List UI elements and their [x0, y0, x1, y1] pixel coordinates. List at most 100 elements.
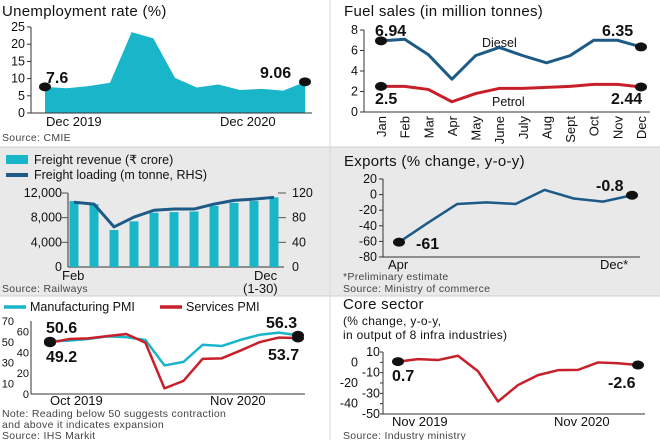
- legend-services: Services PMI: [186, 300, 260, 314]
- endpoint-marker: [375, 36, 387, 46]
- x-tick-label: May: [469, 116, 484, 141]
- y-tick-label: 10: [11, 72, 25, 86]
- y-tick-label: 0: [55, 260, 62, 274]
- chart-title: Fuel sales (in million tonnes): [344, 3, 543, 20]
- endpoint-marker: [635, 42, 647, 52]
- y-tick-label: 10: [2, 379, 14, 391]
- y-tick-label: 4: [351, 64, 358, 78]
- y-tick-label: 0: [370, 188, 377, 202]
- x-tick-label: Sept: [563, 116, 578, 143]
- annotation-end: -0.8: [596, 178, 624, 195]
- annotation-petrol-start: 2.5: [375, 91, 397, 108]
- y-tick-label: 0: [23, 389, 29, 401]
- source: Source: Ministry of commerce: [343, 283, 490, 295]
- y-tick-label: 20: [17, 368, 29, 380]
- source: Source: CMIE: [2, 132, 71, 144]
- y-tick-label: -40: [359, 219, 377, 233]
- y-tick-label: -50: [362, 407, 380, 421]
- x-label-start: Apr: [388, 257, 409, 272]
- freight-revenue-bar: [69, 201, 79, 267]
- legend-swatch-revenue: [6, 155, 28, 164]
- chart-subtitle-2: in output of 8 infra industries): [343, 328, 507, 342]
- freight-revenue-bar: [209, 205, 219, 267]
- y-tick-label: -80: [359, 250, 377, 264]
- freight-revenue-bar: [189, 211, 199, 267]
- y-right-tick-label: 120: [292, 186, 313, 200]
- y-right-tick-label: 80: [292, 211, 306, 225]
- y-tick-label: 6: [351, 44, 358, 58]
- y-tick-label: 0: [351, 355, 358, 369]
- y-tick-label: 50: [2, 337, 14, 349]
- y-tick-label: 20: [363, 172, 377, 186]
- diesel-line: [380, 37, 642, 81]
- petrol-line: [381, 82, 642, 104]
- x-label-end: Nov 2020: [210, 393, 266, 408]
- y-tick-label: 15: [11, 54, 25, 68]
- source: Source: Railways: [2, 283, 88, 295]
- annotation-diesel-end: 6.35: [602, 23, 633, 40]
- y-tick-label: 0: [351, 105, 358, 119]
- chart-title: Unemployment rate (%): [2, 3, 167, 20]
- y-tick-label: 20: [11, 37, 25, 51]
- x-tick-label: July: [516, 116, 531, 140]
- x-label-end: Dec 2020: [220, 114, 276, 129]
- area-series: [45, 32, 305, 113]
- y-tick-label: 8: [351, 23, 358, 37]
- x-tick-label: Mar: [421, 115, 436, 138]
- freight-revenue-bar: [229, 202, 239, 267]
- y-tick-label: 0: [18, 106, 25, 120]
- freight-revenue-bar: [89, 204, 99, 267]
- x-label-end: Dec: [254, 268, 278, 283]
- exports-line: [398, 188, 633, 244]
- legend-revenue: Freight revenue (₹ crore): [34, 153, 173, 167]
- annotation-mfg-start: 50.6: [46, 320, 77, 337]
- exports-chart: Exports (% change, y-o-y) Apr Dec* -61 -…: [343, 153, 640, 295]
- y-tick-label: -30: [362, 386, 380, 400]
- x-label-end: Nov 2020: [554, 414, 610, 429]
- endpoint-marker: [292, 333, 304, 343]
- endpoint-marker: [44, 338, 56, 348]
- annotation-diesel-start: 6.94: [375, 23, 406, 40]
- freight-revenue-bar: [149, 212, 159, 267]
- chart-title: Core sector: [343, 296, 424, 313]
- endpoint-marker: [39, 82, 51, 92]
- x-label-start: Nov 2019: [392, 414, 448, 429]
- endpoint-marker: [632, 360, 644, 370]
- endpoint-marker: [299, 77, 311, 87]
- y-tick-label: 10: [366, 345, 380, 359]
- y-tick-label: 40: [17, 347, 29, 359]
- endpoint-marker: [635, 82, 647, 92]
- legend-manufacturing: Manufacturing PMI: [30, 300, 135, 314]
- chart-subtitle-1: (% change, y-o-y,: [343, 314, 441, 328]
- x-label-start: Feb: [62, 268, 84, 283]
- unemployment-chart: Unemployment rate (%) Dec 2019 Dec 2020 …: [2, 3, 312, 144]
- note-line-1: Note: Reading below 50 suggests contract…: [2, 408, 226, 420]
- y-right-tick-label: 0: [292, 260, 299, 274]
- y-tick-label: 4,000: [31, 235, 62, 249]
- x-label-start: Oct 2019: [50, 393, 103, 408]
- y-tick-label: 5: [18, 89, 25, 103]
- note-line-2: and above it indicates expansion: [2, 419, 164, 431]
- x-tick-label: Jan: [374, 116, 389, 137]
- legend-loading: Freight loading (m tonne, RHS): [34, 168, 207, 182]
- x-tick-label: June: [492, 116, 507, 144]
- endpoint-marker: [392, 357, 404, 367]
- y-tick-label: -20: [340, 376, 358, 390]
- x-tick-label: Dec: [634, 116, 649, 140]
- core-sector-line: [397, 354, 639, 403]
- x-tick-label: Feb: [398, 116, 413, 138]
- x-tick-label: Oct: [587, 116, 602, 137]
- footnote: *Preliminary estimate: [343, 271, 449, 283]
- x-label-end-sub: (1-30): [243, 281, 278, 296]
- fuel-sales-chart: Fuel sales (in million tonnes) Diesel Pe…: [344, 3, 650, 144]
- annotation-svc-start: 49.2: [46, 349, 77, 366]
- freight-chart: Freight revenue (₹ crore) Freight loadin…: [2, 153, 313, 296]
- y-tick-label: 8,000: [31, 211, 62, 225]
- y-tick-label: 30: [2, 358, 14, 370]
- y-tick-label: -20: [359, 203, 377, 217]
- endpoint-marker: [626, 190, 638, 200]
- series-label-petrol: Petrol: [492, 95, 525, 109]
- y-tick-label: -10: [362, 366, 380, 380]
- annotation-end: 9.06: [260, 65, 291, 82]
